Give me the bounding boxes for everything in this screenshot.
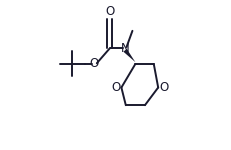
Text: O: O bbox=[159, 81, 169, 94]
Text: O: O bbox=[111, 81, 120, 94]
Text: N: N bbox=[121, 42, 129, 55]
Text: O: O bbox=[90, 57, 99, 70]
Text: O: O bbox=[105, 5, 114, 18]
Polygon shape bbox=[123, 49, 135, 62]
